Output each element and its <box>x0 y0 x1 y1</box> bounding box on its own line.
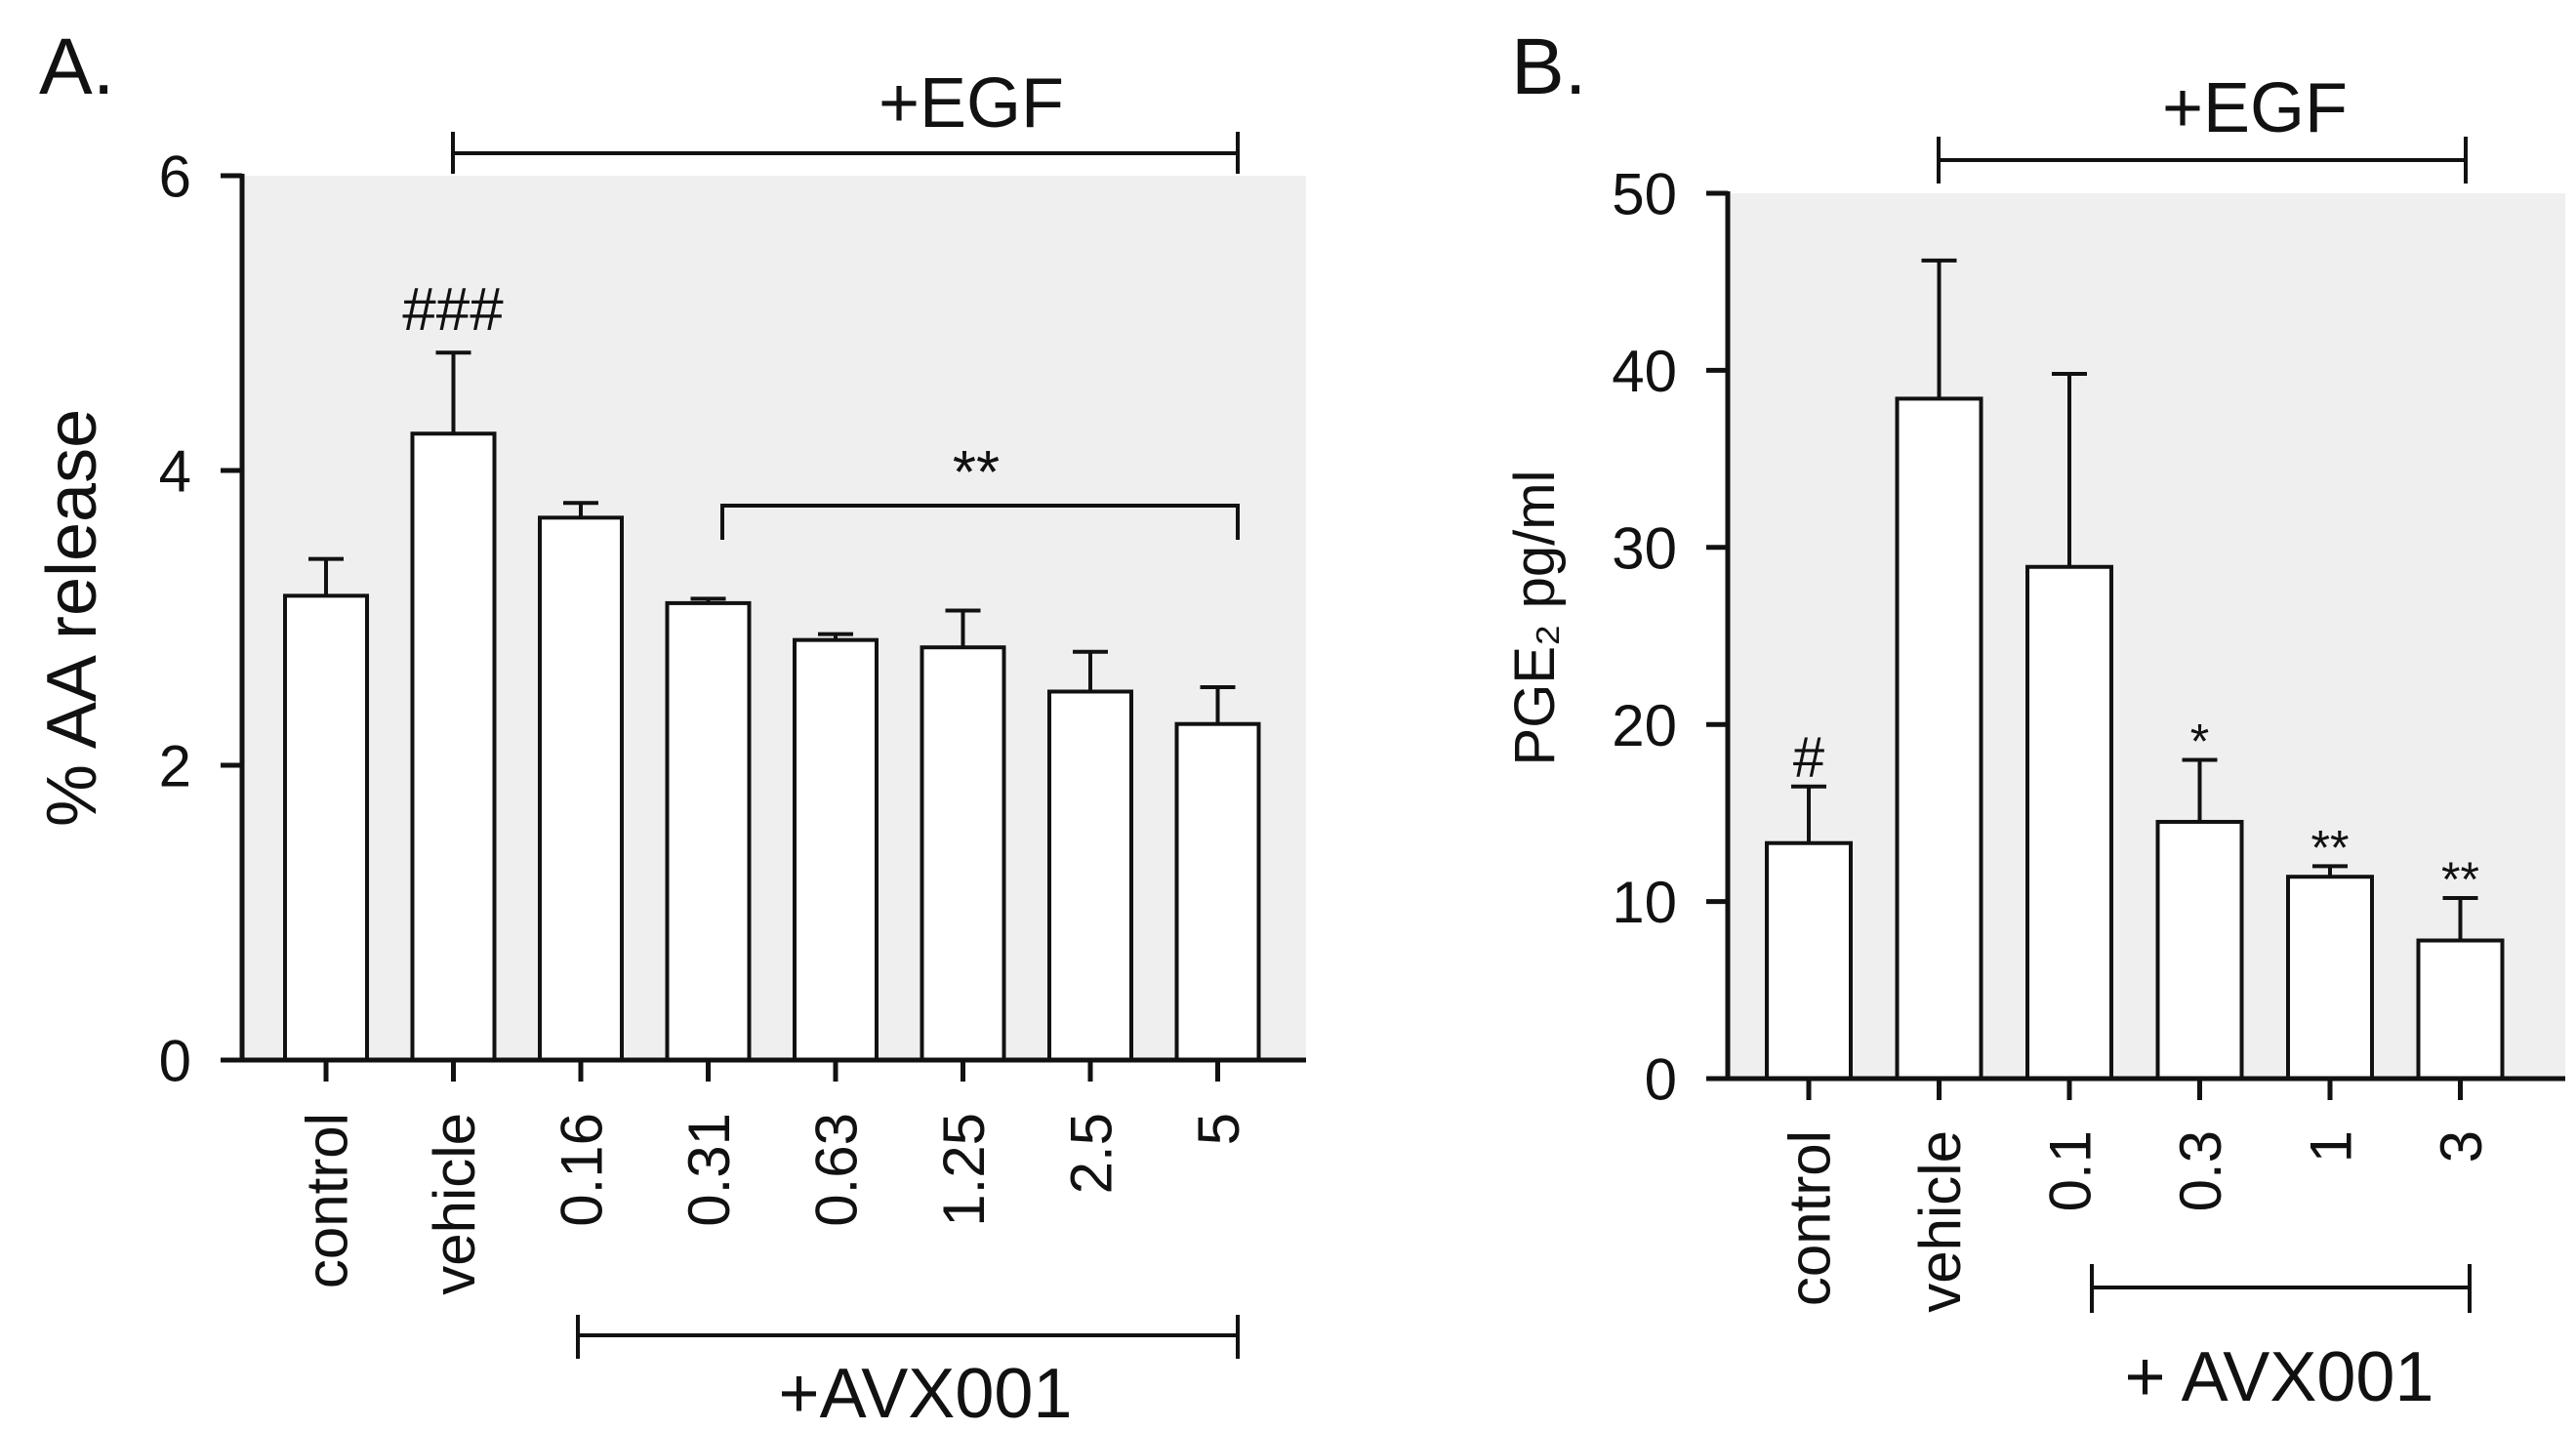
error-bar-control <box>1791 784 1826 843</box>
panel-b-label: B. <box>1511 22 1586 111</box>
panel-b-avx-bracket <box>2090 1264 2472 1313</box>
y-tick-label: 4 <box>159 439 191 505</box>
panel-a: A. +EGF % AA release 0 2 4 6 control vehicle… <box>33 22 1306 1430</box>
error-bar-0.63 <box>818 632 853 640</box>
panel-b-y-ticks: 0 10 20 30 40 50 <box>1612 162 1728 1113</box>
error-bar-3 <box>2442 895 2478 941</box>
y-tick-label: 6 <box>159 144 191 210</box>
x-tick-label: control <box>295 1113 360 1288</box>
bar-1.25 <box>920 645 1006 1062</box>
y-tick-label: 2 <box>159 734 191 799</box>
panel-b-egf-bracket <box>1937 137 2468 184</box>
panel-a-label: A. <box>39 22 114 111</box>
panel-a-x-ticks: control vehicle 0.16 0.31 0.63 1.25 2.5 5 <box>295 1060 1251 1295</box>
significance-annotation: * <box>2190 714 2209 768</box>
x-tick-label: vehicle <box>1907 1130 1973 1313</box>
y-tick-label: 10 <box>1612 870 1677 935</box>
panel-b-error-bars <box>1791 258 2478 941</box>
x-tick-label: 2.5 <box>1059 1113 1124 1194</box>
panel-a-y-axis-label: % AA release <box>33 409 111 827</box>
y-tick-label: 40 <box>1612 339 1677 404</box>
error-bar-0.31 <box>690 596 726 603</box>
panel-b: B. +EGF PGE₂ pg/ml 0 10 20 30 40 50 control ve… <box>1503 22 2565 1416</box>
error-bar-5 <box>1200 684 1236 724</box>
y-tick-label: 50 <box>1612 162 1677 227</box>
x-tick-label: 0.1 <box>2038 1130 2104 1211</box>
panel-a-bars <box>283 431 1261 1063</box>
panel-a-error-bars <box>308 350 1236 724</box>
error-bar-2.5 <box>1073 649 1108 692</box>
panel-b-plot-background <box>1728 193 2565 1079</box>
bar-2.5 <box>1047 689 1133 1062</box>
x-tick-label: control <box>1778 1130 1843 1306</box>
panel-a-avx-bracket <box>576 1315 1240 1359</box>
panel-a-significance-bracket <box>720 504 1240 540</box>
panel-a-axes <box>221 174 1306 1063</box>
error-bar-0.3 <box>2182 757 2218 822</box>
error-bar-0.16 <box>563 501 598 518</box>
bar-0.31 <box>665 600 752 1063</box>
significance-annotation: ** <box>2311 820 2350 875</box>
error-bar-1.25 <box>945 608 981 648</box>
y-tick-label: 20 <box>1612 693 1677 758</box>
panel-b-avx-label: + AVX001 <box>2125 1338 2434 1416</box>
x-tick-label: 5 <box>1186 1113 1251 1145</box>
panel-a-annotation-vehicle: ### <box>402 276 504 344</box>
error-bar-control <box>308 556 344 596</box>
bar-0.1 <box>2025 564 2113 1081</box>
significance-annotation: # <box>1793 726 1824 790</box>
error-bar-1 <box>2312 864 2348 878</box>
x-tick-label: 1 <box>2299 1130 2364 1163</box>
bar-vehicle <box>1895 396 1983 1081</box>
panel-a-avx-label: +AVX001 <box>779 1355 1073 1430</box>
panel-b-egf-label: +EGF <box>2162 69 2348 147</box>
panel-a-egf-label: +EGF <box>879 64 1064 143</box>
error-bar-0.1 <box>2052 372 2087 567</box>
y-tick-label: 0 <box>1645 1047 1677 1113</box>
x-tick-label: 0.63 <box>804 1113 870 1227</box>
panel-b-axes <box>1706 191 2565 1082</box>
bar-vehicle <box>410 431 497 1062</box>
bar-0.3 <box>2155 819 2244 1081</box>
bar-1 <box>2286 875 2374 1081</box>
panel-b-y-axis-label: PGE₂ pg/ml <box>1503 470 1567 766</box>
bar-0.16 <box>538 515 624 1062</box>
bar-0.63 <box>793 637 879 1063</box>
panel-b-annotations: # ***** <box>1793 714 2479 906</box>
bar-5 <box>1174 721 1261 1062</box>
x-tick-label: 0.16 <box>550 1113 615 1227</box>
significance-annotation: ** <box>2441 852 2479 907</box>
panel-b-bars <box>1765 396 2505 1081</box>
y-tick-label: 30 <box>1612 515 1677 581</box>
panel-a-y-ticks: 0 2 4 6 <box>159 144 242 1094</box>
x-tick-label: 0.3 <box>2168 1130 2233 1211</box>
x-tick-label: 3 <box>2429 1130 2494 1163</box>
x-tick-label: vehicle <box>422 1113 487 1295</box>
panel-a-egf-bracket <box>451 132 1240 174</box>
bar-3 <box>2416 938 2505 1081</box>
x-tick-label: 0.31 <box>676 1113 742 1227</box>
bar-control <box>283 593 369 1062</box>
error-bar-vehicle <box>1921 258 1957 399</box>
panel-b-x-ticks: control vehicle 0.1 0.3 1 3 <box>1778 1079 2494 1313</box>
panel-a-annotation-bracket: ** <box>953 439 1000 507</box>
bar-control <box>1765 840 1853 1081</box>
error-bar-vehicle <box>435 350 471 434</box>
x-tick-label: 1.25 <box>931 1113 997 1227</box>
y-tick-label: 0 <box>159 1029 191 1094</box>
